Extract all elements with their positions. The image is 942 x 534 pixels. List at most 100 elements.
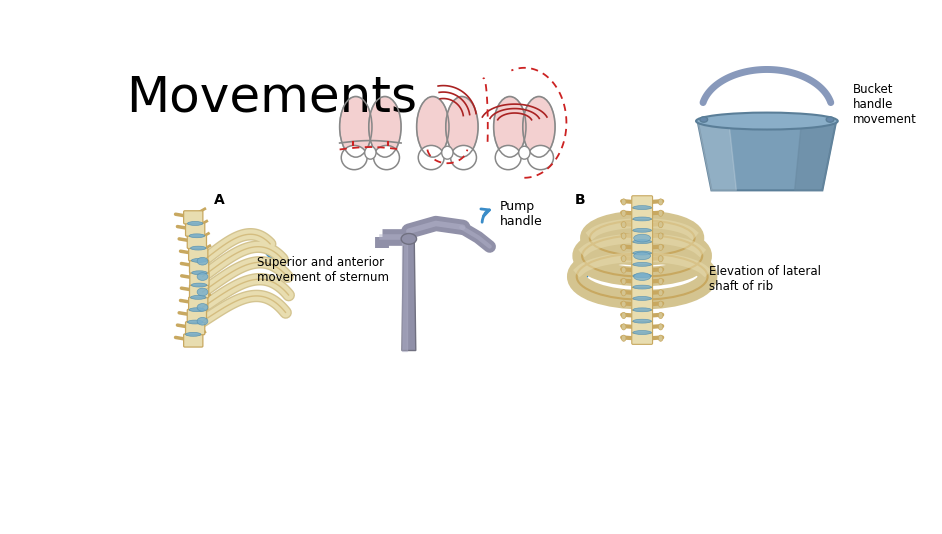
- Ellipse shape: [622, 256, 626, 262]
- Ellipse shape: [658, 312, 663, 319]
- Ellipse shape: [658, 210, 663, 216]
- Ellipse shape: [186, 333, 201, 336]
- Ellipse shape: [633, 262, 652, 266]
- FancyBboxPatch shape: [188, 248, 208, 261]
- FancyBboxPatch shape: [188, 297, 208, 310]
- Ellipse shape: [197, 288, 208, 296]
- Ellipse shape: [826, 117, 834, 122]
- FancyBboxPatch shape: [632, 207, 653, 219]
- FancyBboxPatch shape: [632, 321, 653, 333]
- Ellipse shape: [700, 117, 707, 122]
- Ellipse shape: [190, 295, 206, 300]
- Ellipse shape: [622, 244, 626, 250]
- Ellipse shape: [622, 233, 626, 239]
- Ellipse shape: [494, 97, 526, 157]
- Ellipse shape: [622, 301, 626, 307]
- Text: Elevation of lateral
shaft of rib: Elevation of lateral shaft of rib: [709, 265, 821, 293]
- Ellipse shape: [633, 308, 652, 312]
- Ellipse shape: [622, 289, 626, 296]
- Ellipse shape: [341, 145, 367, 170]
- FancyBboxPatch shape: [632, 309, 653, 321]
- Ellipse shape: [191, 258, 207, 262]
- Text: A: A: [214, 193, 225, 207]
- Ellipse shape: [190, 246, 206, 250]
- FancyBboxPatch shape: [632, 196, 653, 208]
- Ellipse shape: [658, 256, 663, 262]
- Text: Bucket
handle
movement: Bucket handle movement: [853, 83, 917, 125]
- Ellipse shape: [658, 335, 663, 341]
- Ellipse shape: [401, 233, 416, 244]
- Ellipse shape: [416, 97, 449, 157]
- Polygon shape: [402, 239, 407, 350]
- Text: Pump
handle: Pump handle: [499, 200, 543, 228]
- FancyBboxPatch shape: [632, 218, 653, 231]
- Ellipse shape: [658, 267, 663, 273]
- FancyBboxPatch shape: [189, 272, 209, 286]
- Ellipse shape: [450, 145, 477, 170]
- FancyBboxPatch shape: [632, 264, 653, 276]
- Ellipse shape: [633, 319, 652, 323]
- Ellipse shape: [368, 97, 401, 157]
- Polygon shape: [698, 121, 836, 190]
- Ellipse shape: [696, 113, 837, 130]
- FancyBboxPatch shape: [187, 235, 206, 248]
- Ellipse shape: [519, 146, 530, 159]
- Ellipse shape: [633, 285, 652, 289]
- FancyBboxPatch shape: [189, 260, 209, 273]
- Ellipse shape: [197, 317, 208, 325]
- Ellipse shape: [634, 273, 651, 280]
- Ellipse shape: [442, 146, 453, 159]
- Ellipse shape: [622, 312, 626, 319]
- Ellipse shape: [658, 244, 663, 250]
- Ellipse shape: [189, 308, 204, 312]
- Ellipse shape: [418, 145, 444, 170]
- Ellipse shape: [622, 267, 626, 273]
- FancyBboxPatch shape: [186, 321, 204, 335]
- FancyBboxPatch shape: [632, 253, 653, 265]
- Ellipse shape: [634, 252, 651, 260]
- Polygon shape: [698, 121, 737, 190]
- FancyBboxPatch shape: [632, 332, 653, 344]
- Ellipse shape: [633, 296, 652, 300]
- Ellipse shape: [622, 335, 626, 341]
- Ellipse shape: [633, 240, 652, 244]
- Ellipse shape: [658, 199, 663, 205]
- Ellipse shape: [634, 234, 651, 242]
- Ellipse shape: [633, 206, 652, 209]
- Ellipse shape: [187, 222, 203, 225]
- Polygon shape: [795, 121, 836, 190]
- Ellipse shape: [622, 210, 626, 216]
- FancyBboxPatch shape: [632, 287, 653, 299]
- FancyBboxPatch shape: [189, 285, 209, 298]
- Ellipse shape: [197, 273, 208, 280]
- Ellipse shape: [187, 320, 203, 324]
- Ellipse shape: [197, 257, 208, 265]
- FancyBboxPatch shape: [632, 298, 653, 310]
- Ellipse shape: [658, 301, 663, 307]
- Ellipse shape: [633, 331, 652, 334]
- FancyBboxPatch shape: [184, 211, 203, 224]
- Ellipse shape: [622, 222, 626, 227]
- Ellipse shape: [523, 97, 555, 157]
- Ellipse shape: [633, 229, 652, 232]
- FancyBboxPatch shape: [632, 241, 653, 254]
- FancyBboxPatch shape: [187, 309, 206, 323]
- Ellipse shape: [365, 146, 376, 159]
- Ellipse shape: [191, 283, 207, 287]
- Polygon shape: [402, 239, 415, 350]
- Ellipse shape: [197, 303, 208, 311]
- Ellipse shape: [528, 145, 554, 170]
- Ellipse shape: [446, 97, 479, 157]
- Ellipse shape: [658, 324, 663, 330]
- Ellipse shape: [340, 97, 372, 157]
- Ellipse shape: [622, 324, 626, 330]
- FancyBboxPatch shape: [632, 275, 653, 288]
- Ellipse shape: [658, 289, 663, 296]
- Ellipse shape: [622, 278, 626, 285]
- Ellipse shape: [495, 145, 521, 170]
- Ellipse shape: [633, 274, 652, 278]
- Ellipse shape: [658, 278, 663, 285]
- Ellipse shape: [633, 251, 652, 255]
- FancyBboxPatch shape: [184, 334, 203, 347]
- Ellipse shape: [658, 233, 663, 239]
